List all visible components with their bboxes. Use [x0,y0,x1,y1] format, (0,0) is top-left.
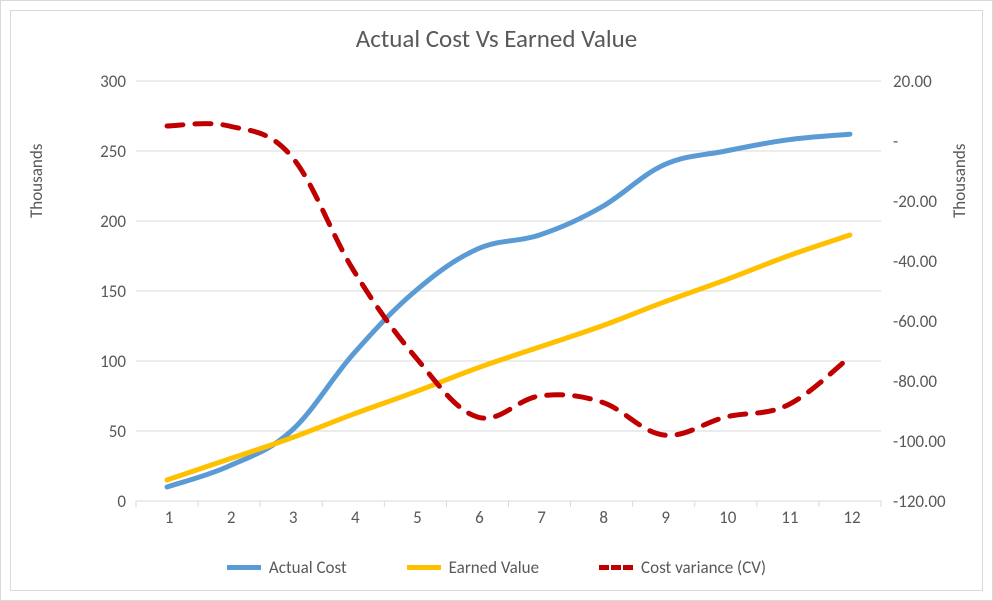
x-tick-label: 6 [467,507,491,528]
right-tick-label: -40.00 [893,251,937,272]
legend-swatch-actual-cost [227,565,261,570]
x-tick-label: 10 [716,507,740,528]
right-tick-label: - [893,131,898,152]
legend-swatch-earned-value [407,565,441,570]
chart-plot [11,11,984,592]
left-tick-label: 250 [100,141,126,162]
left-tick-label: 0 [117,491,126,512]
x-tick-label: 1 [157,507,181,528]
x-tick-label: 4 [343,507,367,528]
chart-outer-frame: Actual Cost Vs Earned Value Thousands Th… [0,0,993,601]
x-tick-label: 9 [654,507,678,528]
legend-item-actual-cost: Actual Cost [227,557,347,578]
right-tick-label: 20.00 [893,71,932,92]
x-tick-label: 5 [405,507,429,528]
left-tick-label: 300 [100,71,126,92]
left-tick-label: 100 [100,351,126,372]
x-tick-label: 7 [530,507,554,528]
x-tick-label: 11 [778,507,802,528]
legend-label: Earned Value [449,557,539,578]
chart-inner-frame: Actual Cost Vs Earned Value Thousands Th… [10,10,983,591]
legend-item-cost-variance: Cost variance (CV) [599,557,766,578]
x-tick-label: 12 [840,507,864,528]
x-tick-label: 2 [219,507,243,528]
right-tick-label: -100.00 [893,431,946,452]
left-tick-label: 200 [100,211,126,232]
x-tick-label: 8 [592,507,616,528]
right-tick-label: -20.00 [893,191,937,212]
left-tick-label: 50 [109,421,126,442]
right-tick-label: -80.00 [893,371,937,392]
legend-label: Cost variance (CV) [641,557,766,578]
chart-legend: Actual Cost Earned Value Cost variance (… [11,557,982,578]
x-tick-label: 3 [281,507,305,528]
right-tick-label: -120.00 [893,491,946,512]
left-tick-label: 150 [100,281,126,302]
right-tick-label: -60.00 [893,311,937,332]
legend-swatch-cost-variance [599,565,633,570]
legend-item-earned-value: Earned Value [407,557,539,578]
legend-label: Actual Cost [269,557,347,578]
